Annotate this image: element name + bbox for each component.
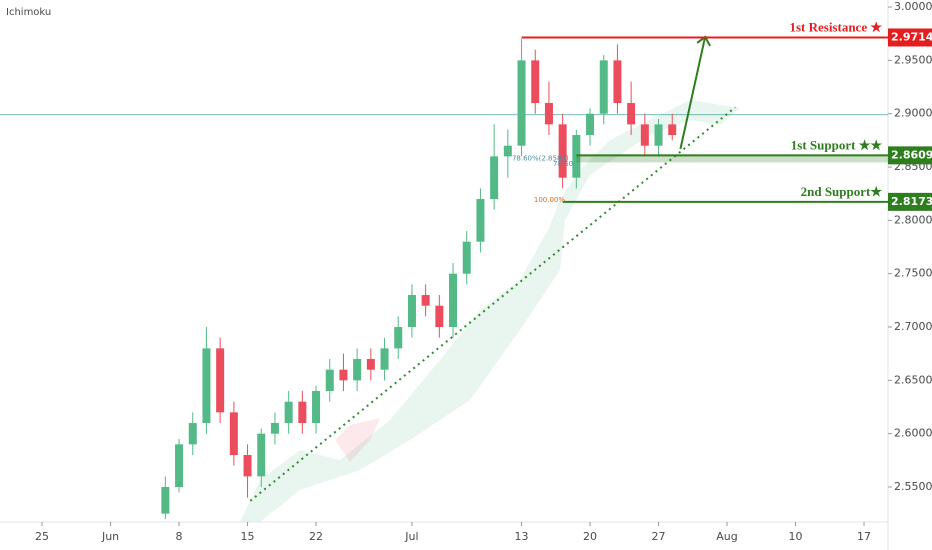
candle-body	[435, 305, 444, 328]
indicator-label: Ichimoku	[6, 7, 51, 18]
y-tick-label: 2.80000	[894, 213, 932, 226]
price-tag	[888, 192, 932, 211]
x-tick-label: 20	[583, 530, 597, 543]
candle-body	[339, 369, 348, 381]
candle-body	[216, 348, 225, 413]
y-tick-label: 2.55000	[894, 480, 932, 493]
candle-body	[325, 369, 334, 392]
candle-body	[243, 455, 252, 477]
support-zone	[576, 154, 888, 163]
y-tick-label: 2.75000	[894, 267, 932, 280]
y-tick-label: 2.90000	[894, 107, 932, 120]
x-tick-label: 17	[857, 530, 871, 543]
candle-body	[449, 273, 458, 328]
x-tick-label: Aug	[716, 530, 737, 543]
candle-body	[613, 60, 622, 104]
level-name: 2nd Support★	[801, 184, 883, 199]
price-tag-label: 2.86093	[891, 148, 932, 161]
price-tag	[888, 28, 932, 47]
fib-label: 100.00%	[534, 196, 565, 204]
candle-body	[394, 327, 403, 349]
y-tick-label: 2.65000	[894, 373, 932, 386]
candle-body	[298, 401, 307, 424]
candle-body	[229, 412, 238, 456]
y-tick-label: 2.70000	[894, 320, 932, 333]
x-tick-label: 25	[35, 530, 49, 543]
level-name: 1st Resistance ★	[789, 19, 882, 34]
x-tick-label: Jun	[101, 530, 119, 543]
candle-body	[558, 124, 567, 178]
y-tick-label: 2.60000	[894, 427, 932, 440]
candle-body	[640, 124, 649, 146]
candle-body	[544, 103, 553, 125]
candle-body	[270, 423, 279, 434]
candle-body	[407, 295, 416, 328]
x-tick-label: 10	[789, 530, 803, 543]
candle-body	[175, 444, 184, 488]
candle-body	[257, 433, 266, 477]
candle-body	[202, 348, 211, 424]
ichimoku-cloud	[240, 100, 740, 522]
x-tick-label: 15	[241, 530, 255, 543]
candle-body	[627, 103, 636, 125]
candle-body	[353, 359, 362, 381]
trendline	[249, 106, 736, 502]
x-tick-label: 13	[515, 530, 529, 543]
fib-label: 78.60	[553, 160, 573, 168]
level-name: 1st Support ★★	[791, 137, 883, 152]
candle-body	[462, 241, 471, 274]
candle-body	[517, 60, 526, 146]
candle-body	[586, 113, 595, 136]
x-tick-label: 22	[309, 530, 323, 543]
candle-body	[284, 401, 293, 424]
ichimoku-cloud-bear	[335, 418, 380, 462]
x-tick-label: 8	[176, 530, 183, 543]
candle-body	[599, 60, 608, 114]
candle-body	[654, 124, 663, 146]
candle-body	[366, 359, 375, 370]
x-tick-label: 27	[652, 530, 666, 543]
candle-body	[380, 348, 389, 370]
price-tag	[888, 146, 932, 165]
x-tick-label: Jul	[404, 530, 418, 543]
candle-body	[161, 487, 170, 514]
candle-body	[476, 199, 485, 242]
candle-body	[421, 295, 430, 306]
candle-body	[188, 423, 197, 445]
price-tag-label: 2.97147	[891, 30, 932, 43]
arrow	[679, 36, 707, 150]
candle-body	[503, 145, 512, 157]
candle-body	[490, 156, 499, 200]
candle-body	[312, 391, 321, 424]
y-tick-label: 3.00000	[894, 0, 932, 13]
fib-label: 78.60%(2.8583)	[512, 154, 569, 162]
candle-body	[531, 60, 540, 104]
price-tag-label: 2.81735	[891, 195, 932, 208]
y-tick-label: 2.95000	[894, 53, 932, 66]
candle-body	[668, 124, 677, 136]
